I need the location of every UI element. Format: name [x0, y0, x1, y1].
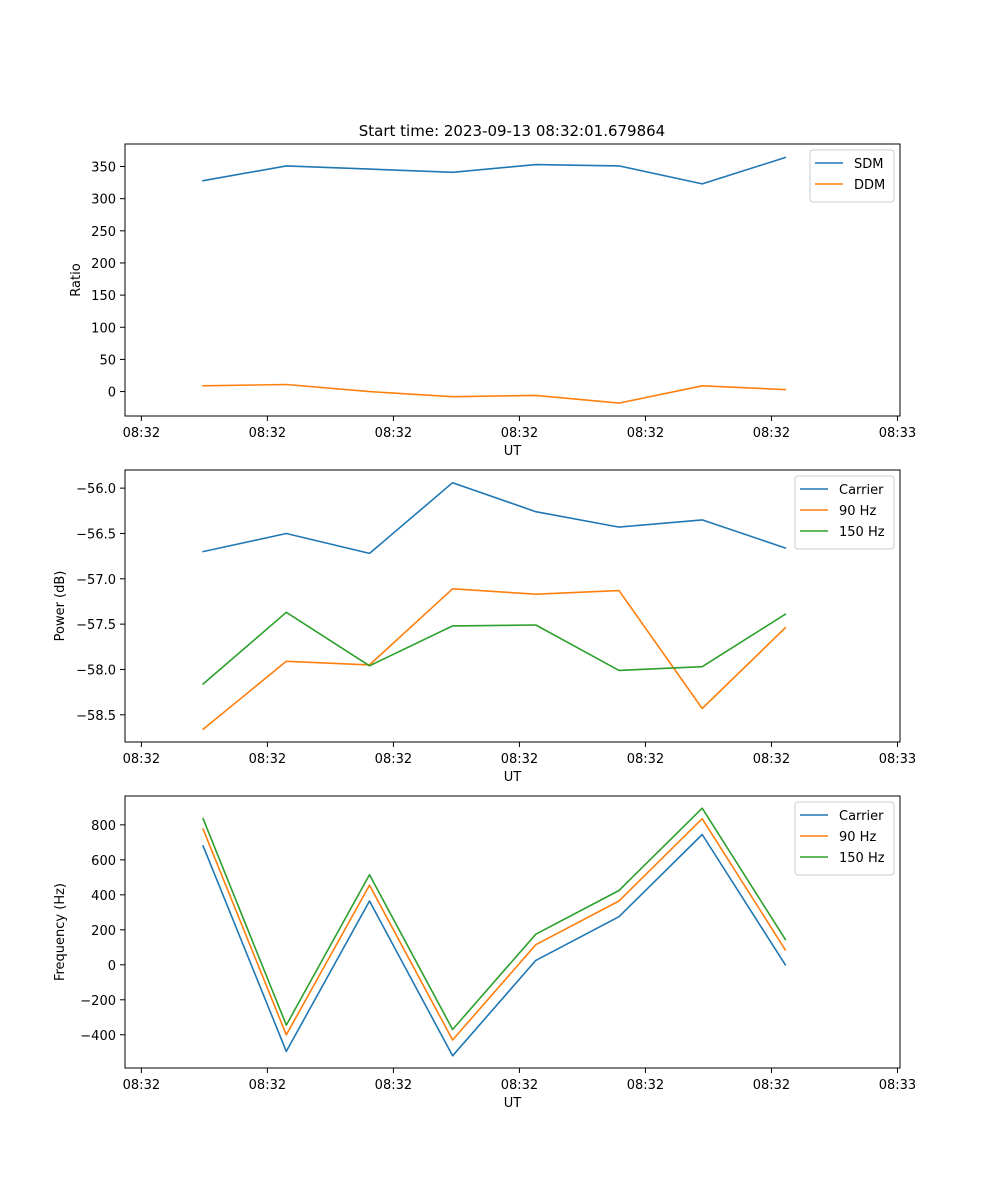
x-tick-label: 08:32: [501, 426, 538, 441]
y-axis-label: Ratio: [69, 263, 84, 296]
chart-panels: 08:32 08:32 08:32 08:32 08:32 08:32 08:33 0 50 10…: [53, 143, 916, 1111]
y-tick-label: −56.5: [76, 527, 116, 542]
chart-power: 08:32 08:32 08:32 08:32 08:32 08:32 08:33 −58.5…: [53, 469, 916, 785]
y-tick-label: 200: [91, 924, 116, 939]
legend-label: 90 Hz: [839, 830, 876, 845]
y-tick-label: −200: [80, 994, 116, 1009]
x-tick-label: 08:32: [501, 752, 538, 767]
plot-frame: [124, 469, 901, 743]
y-tick-label: 200: [91, 257, 116, 272]
series-line-ddm: [202, 383, 787, 404]
y-tick-label: 50: [99, 353, 116, 368]
legend: Carrier 90 Hz 150 Hz: [794, 801, 895, 876]
x-tick-label: 08:32: [627, 1078, 664, 1093]
y-axis-label: Power (dB): [53, 571, 68, 642]
x-tick-label: 08:32: [249, 752, 286, 767]
x-axis-label: UT: [504, 444, 522, 459]
x-tick-label: 08:32: [375, 426, 412, 441]
series-line-90-hz: [201, 587, 787, 731]
x-tick-label: 08:32: [123, 1078, 160, 1093]
plot-frame: [124, 143, 901, 417]
y-tick-label: −400: [80, 1029, 116, 1044]
y-tick-label: −58.0: [76, 663, 116, 678]
chart-ratio: 08:32 08:32 08:32 08:32 08:32 08:32 08:33 0 50 10…: [69, 143, 916, 459]
x-tick-label: 08:32: [123, 426, 160, 441]
series-line-150-hz: [201, 611, 787, 686]
y-tick-label: 0: [108, 959, 116, 974]
legend-label: 90 Hz: [839, 504, 876, 519]
y-tick-label: 800: [91, 819, 116, 834]
figure-title: Start time: 2023-09-13 08:32:01.679864: [359, 122, 665, 140]
series-line-carrier: [202, 481, 787, 555]
chart-frequency: 08:32 08:32 08:32 08:32 08:32 08:32 08:33 −400 −…: [53, 795, 916, 1111]
x-tick-label: 08:33: [879, 426, 916, 441]
y-axis-label: Frequency (Hz): [53, 883, 68, 981]
y-tick-label: 250: [91, 225, 116, 240]
series-line-150-hz: [202, 807, 787, 1031]
x-tick-label: 08:32: [375, 752, 412, 767]
x-tick-label: 08:32: [753, 1078, 790, 1093]
legend-label: 150 Hz: [839, 851, 885, 866]
legend-label: DDM: [854, 178, 885, 193]
y-tick-label: 350: [91, 161, 116, 176]
y-tick-label: 0: [108, 386, 116, 401]
x-tick-label: 08:32: [627, 426, 664, 441]
x-tick-label: 08:32: [249, 1078, 286, 1093]
x-tick-label: 08:32: [375, 1078, 412, 1093]
x-tick-label: 08:32: [627, 752, 664, 767]
x-tick-label: 08:33: [879, 752, 916, 767]
x-tick-label: 08:32: [501, 1078, 538, 1093]
y-tick-label: −56.0: [76, 482, 116, 497]
y-tick-label: 300: [91, 193, 116, 208]
x-axis-label: UT: [504, 1096, 522, 1111]
y-tick-label: 150: [91, 289, 116, 304]
x-tick-label: 08:32: [123, 752, 160, 767]
series-line-90-hz: [202, 817, 787, 1041]
x-axis-label: UT: [504, 770, 522, 785]
legend-label: Carrier: [839, 483, 884, 498]
x-tick-label: 08:33: [879, 1078, 916, 1093]
y-tick-label: −57.5: [76, 618, 116, 633]
y-tick-label: −58.5: [76, 709, 116, 724]
legend: Carrier 90 Hz 150 Hz: [794, 475, 895, 550]
y-tick-label: −57.0: [76, 573, 116, 588]
series-line-carrier: [202, 833, 787, 1057]
legend-label: 150 Hz: [839, 525, 885, 540]
series-line-sdm: [202, 156, 787, 185]
x-tick-label: 08:32: [753, 752, 790, 767]
legend-label: Carrier: [839, 809, 884, 824]
legend-label: SDM: [854, 157, 883, 172]
y-tick-label: 600: [91, 854, 116, 869]
legend: SDM DDM: [809, 149, 895, 203]
plot-frame: [124, 795, 901, 1069]
y-tick-label: 400: [91, 889, 116, 904]
x-tick-label: 08:32: [753, 426, 790, 441]
y-tick-label: 100: [91, 321, 116, 336]
x-tick-label: 08:32: [249, 426, 286, 441]
